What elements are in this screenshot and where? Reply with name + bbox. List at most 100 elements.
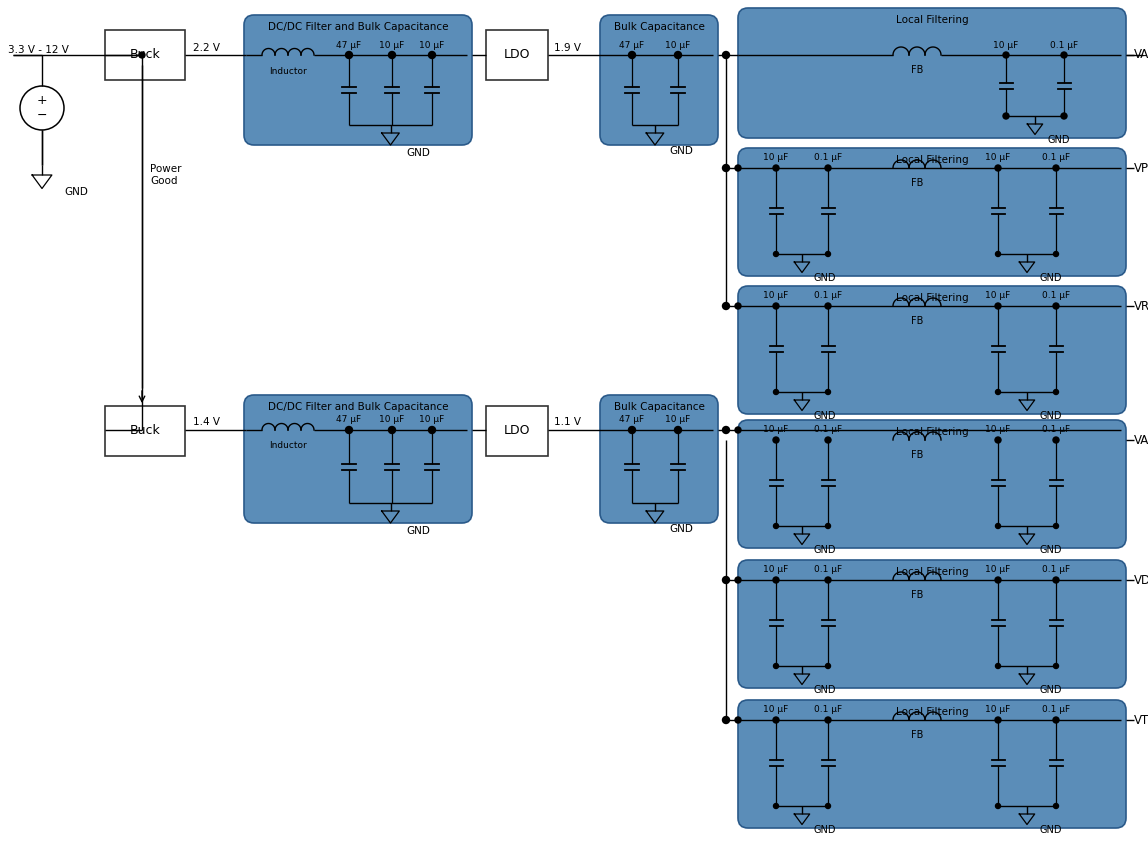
Text: Bulk Capacitance: Bulk Capacitance	[613, 22, 705, 32]
FancyBboxPatch shape	[600, 395, 718, 523]
Text: Local Filtering: Local Filtering	[895, 155, 968, 165]
Text: Bulk Capacitance: Bulk Capacitance	[613, 402, 705, 412]
Circle shape	[825, 577, 831, 583]
Circle shape	[773, 165, 779, 171]
Text: GND: GND	[1039, 545, 1062, 555]
Circle shape	[1061, 52, 1066, 58]
Text: FB: FB	[910, 730, 923, 740]
Circle shape	[722, 577, 729, 583]
Text: 2.2 V: 2.2 V	[193, 43, 220, 53]
Circle shape	[774, 663, 778, 668]
Text: Inductor: Inductor	[269, 67, 307, 76]
Text: Inductor: Inductor	[269, 442, 307, 450]
Circle shape	[995, 523, 1001, 529]
Text: Buck: Buck	[130, 49, 161, 62]
FancyBboxPatch shape	[738, 8, 1126, 138]
Text: LDO: LDO	[504, 49, 530, 62]
Circle shape	[774, 803, 778, 808]
Circle shape	[995, 390, 1001, 395]
Text: 0.1 μF: 0.1 μF	[814, 154, 843, 162]
Circle shape	[1054, 390, 1058, 395]
Text: FB: FB	[910, 178, 923, 188]
Circle shape	[1003, 52, 1009, 58]
Text: Local Filtering: Local Filtering	[895, 293, 968, 303]
Text: 10 μF: 10 μF	[419, 415, 444, 425]
Text: VTRIG: VTRIG	[1134, 714, 1148, 727]
Circle shape	[773, 437, 779, 443]
Text: 47 μF: 47 μF	[620, 40, 644, 50]
Text: −: −	[37, 108, 47, 122]
Text: 0.1 μF: 0.1 μF	[1042, 705, 1070, 715]
Text: VA11: VA11	[1134, 433, 1148, 446]
Text: 0.1 μF: 0.1 μF	[814, 705, 843, 715]
Text: +: +	[37, 94, 47, 107]
Circle shape	[388, 51, 396, 58]
Circle shape	[825, 165, 831, 171]
Text: GND: GND	[1039, 685, 1062, 695]
Circle shape	[735, 165, 740, 171]
Circle shape	[722, 303, 729, 310]
FancyBboxPatch shape	[738, 700, 1126, 828]
Circle shape	[1053, 717, 1058, 723]
Text: GND: GND	[64, 187, 88, 197]
Text: GND: GND	[1039, 411, 1062, 421]
Text: GND: GND	[406, 148, 430, 158]
Circle shape	[735, 717, 740, 723]
Text: 10 μF: 10 μF	[763, 292, 789, 300]
Text: 10 μF: 10 μF	[985, 154, 1010, 162]
Text: GND: GND	[1039, 273, 1062, 283]
Circle shape	[675, 426, 682, 433]
Text: DC/DC Filter and Bulk Capacitance: DC/DC Filter and Bulk Capacitance	[267, 22, 448, 32]
Circle shape	[1054, 803, 1058, 808]
Text: 47 μF: 47 μF	[336, 415, 362, 425]
Text: 10 μF: 10 μF	[985, 292, 1010, 300]
FancyBboxPatch shape	[600, 15, 718, 145]
FancyBboxPatch shape	[738, 560, 1126, 688]
Circle shape	[139, 52, 145, 58]
Circle shape	[825, 717, 831, 723]
Circle shape	[1061, 113, 1066, 119]
Bar	[486, 406, 548, 456]
Circle shape	[774, 390, 778, 395]
Text: VD11: VD11	[1134, 573, 1148, 587]
Text: Local Filtering: Local Filtering	[895, 567, 968, 577]
Text: 0.1 μF: 0.1 μF	[1050, 40, 1078, 50]
Circle shape	[1054, 663, 1058, 668]
Circle shape	[774, 251, 778, 257]
Text: 10 μF: 10 μF	[985, 426, 1010, 434]
Text: 0.1 μF: 0.1 μF	[1042, 565, 1070, 575]
Circle shape	[773, 303, 779, 309]
Text: DC/DC Filter and Bulk Capacitance: DC/DC Filter and Bulk Capacitance	[267, 402, 448, 412]
Text: 10 μF: 10 μF	[985, 705, 1010, 715]
Circle shape	[735, 303, 740, 309]
Text: FB: FB	[910, 65, 923, 75]
Circle shape	[1053, 577, 1058, 583]
Text: Local Filtering: Local Filtering	[895, 427, 968, 437]
Text: 3.3 V - 12 V: 3.3 V - 12 V	[8, 45, 69, 55]
Circle shape	[773, 717, 779, 723]
Circle shape	[675, 51, 682, 58]
Circle shape	[722, 51, 729, 58]
Circle shape	[1053, 165, 1058, 171]
Text: GND: GND	[814, 685, 837, 695]
Bar	[486, 30, 548, 80]
Text: 10 μF: 10 μF	[666, 415, 691, 425]
Circle shape	[825, 303, 831, 309]
Circle shape	[995, 165, 1001, 171]
Text: Buck: Buck	[130, 425, 161, 438]
Circle shape	[1053, 303, 1058, 309]
FancyBboxPatch shape	[245, 395, 472, 523]
Circle shape	[1003, 113, 1009, 119]
Circle shape	[346, 51, 352, 58]
Text: GND: GND	[814, 545, 837, 555]
Circle shape	[995, 437, 1001, 443]
Circle shape	[995, 803, 1001, 808]
Text: GND: GND	[814, 273, 837, 283]
Text: 10 μF: 10 μF	[379, 415, 404, 425]
Text: GND: GND	[669, 146, 693, 156]
Circle shape	[628, 426, 636, 433]
Text: GND: GND	[814, 411, 837, 421]
Text: LDO: LDO	[504, 425, 530, 438]
Text: 10 μF: 10 μF	[763, 426, 789, 434]
Circle shape	[388, 426, 396, 433]
